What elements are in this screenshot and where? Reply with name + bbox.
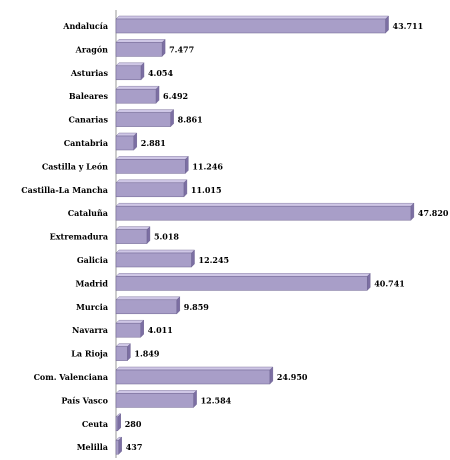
bar xyxy=(115,159,186,174)
category-label: Baleares xyxy=(69,91,109,101)
bar-top-face xyxy=(115,109,175,113)
bar-top-face xyxy=(115,179,188,184)
bar-side-face xyxy=(191,249,195,268)
bar xyxy=(115,229,148,244)
bar xyxy=(115,322,141,338)
value-label: 4.054 xyxy=(148,68,173,78)
category-label: Asturias xyxy=(70,68,109,78)
value-label: 1.849 xyxy=(134,349,159,359)
bar xyxy=(115,299,178,315)
category-label: Galicia xyxy=(77,255,108,265)
category-label: La Rioja xyxy=(71,349,108,359)
value-label: 12.245 xyxy=(199,255,230,265)
value-label: 2.881 xyxy=(141,138,166,148)
bar-side-face xyxy=(185,155,189,174)
bar-side-face xyxy=(170,109,174,128)
bar-side-face xyxy=(385,15,389,34)
bar-top-face xyxy=(115,132,138,137)
bar-side-face xyxy=(140,62,145,81)
value-label: 11.015 xyxy=(191,185,222,195)
bar xyxy=(115,135,135,151)
bar-top-face xyxy=(115,62,145,67)
value-label: 40.741 xyxy=(374,278,405,288)
category-label: Castilla y León xyxy=(42,161,108,171)
bar-side-face xyxy=(118,436,122,455)
bar xyxy=(115,18,386,34)
bar xyxy=(115,112,171,127)
category-label: Extremadura xyxy=(50,232,108,242)
bar-side-face xyxy=(269,366,274,385)
category-label: Com. Valenciana xyxy=(34,372,108,382)
category-label: Castilla-La Mancha xyxy=(21,185,108,195)
value-label: 24.950 xyxy=(277,372,308,382)
bar-side-face xyxy=(146,226,151,245)
bar-side-face xyxy=(176,296,180,315)
bar xyxy=(115,88,157,104)
bar-top-face xyxy=(115,249,195,254)
bar-side-face xyxy=(193,389,197,408)
bar xyxy=(115,439,119,455)
bar xyxy=(115,182,185,198)
bar xyxy=(115,65,142,81)
value-label: 280 xyxy=(125,419,142,429)
bar-top-face xyxy=(115,39,166,43)
bar-side-face xyxy=(133,132,137,151)
category-label: País Vasco xyxy=(61,395,108,405)
bar xyxy=(115,369,271,385)
value-label: 6.492 xyxy=(163,91,188,101)
bar-top-face xyxy=(115,156,189,160)
bar-side-face xyxy=(140,319,144,338)
bar xyxy=(115,416,118,432)
value-label: 47.820 xyxy=(418,208,449,218)
category-label: Melilla xyxy=(77,442,108,452)
bar xyxy=(115,346,128,361)
bar-side-face xyxy=(117,413,121,432)
bar-top-face xyxy=(115,273,371,277)
bar xyxy=(115,42,163,57)
bar-top-face xyxy=(115,366,274,371)
category-label: Navarra xyxy=(72,325,108,335)
bar-top-face xyxy=(115,390,198,394)
value-label: 7.477 xyxy=(169,44,194,54)
value-label: 5.018 xyxy=(154,232,179,242)
bar-top-face xyxy=(115,85,160,90)
category-label: Aragón xyxy=(75,44,109,54)
category-label: Cantabria xyxy=(64,138,108,148)
category-label: Ceuta xyxy=(82,419,108,429)
value-label: 437 xyxy=(126,442,143,452)
bar-side-face xyxy=(410,202,415,221)
value-label: 12.584 xyxy=(201,395,232,405)
category-label: Murcia xyxy=(76,302,108,312)
value-label: 11.246 xyxy=(192,161,223,171)
bar-top-face xyxy=(115,15,390,20)
bar-top-face xyxy=(115,296,181,300)
category-label: Madrid xyxy=(76,278,109,288)
bar-top-face xyxy=(115,226,151,230)
bar xyxy=(115,276,368,291)
value-label: 8.861 xyxy=(178,115,203,125)
bar-side-face xyxy=(127,343,131,362)
bar-side-face xyxy=(155,85,160,104)
bar-top-face xyxy=(115,320,145,324)
value-label: 9.859 xyxy=(184,302,209,312)
value-label: 43.711 xyxy=(393,21,424,31)
bar-side-face xyxy=(367,272,371,291)
category-label: Canarias xyxy=(69,115,109,125)
bar-side-face xyxy=(183,179,188,198)
category-label: Cataluña xyxy=(68,208,108,218)
bar-top-face xyxy=(115,202,415,207)
bar xyxy=(115,205,412,221)
value-label: 4.011 xyxy=(148,325,173,335)
bar xyxy=(115,252,192,268)
bar-side-face xyxy=(161,38,166,57)
category-label: Andalucía xyxy=(62,21,108,31)
bar xyxy=(115,393,194,408)
